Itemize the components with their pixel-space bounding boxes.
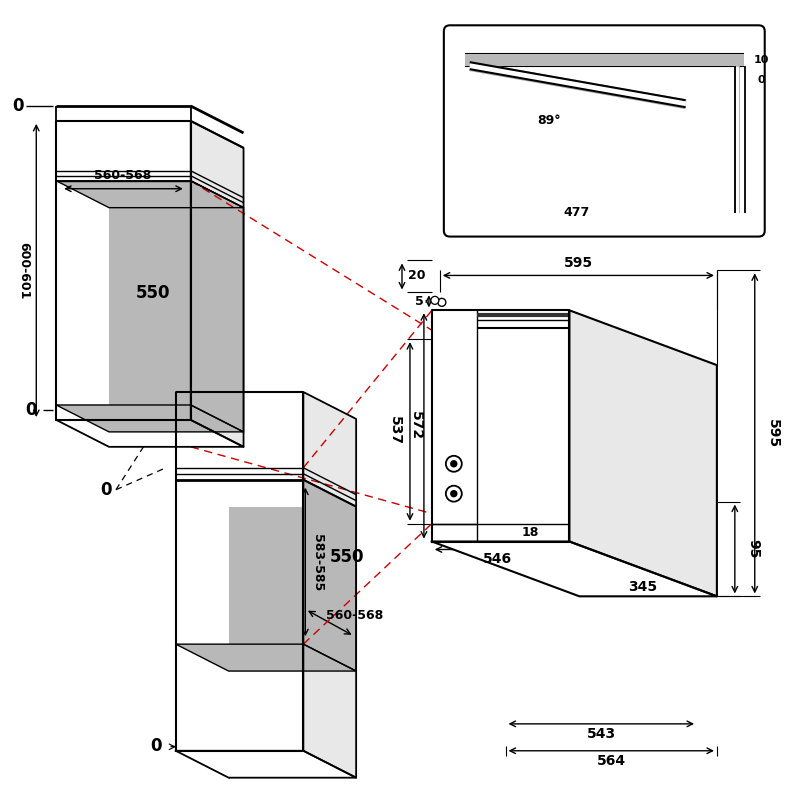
Text: 560-568: 560-568	[94, 170, 151, 182]
Text: 564: 564	[597, 754, 626, 768]
Polygon shape	[432, 310, 570, 542]
Polygon shape	[176, 750, 356, 778]
Text: 572: 572	[409, 411, 423, 441]
Text: 89°: 89°	[538, 114, 562, 127]
Text: 0: 0	[150, 737, 162, 754]
Polygon shape	[56, 420, 243, 447]
Circle shape	[431, 296, 439, 304]
Text: 537: 537	[388, 416, 402, 446]
Text: 595: 595	[564, 257, 593, 270]
Circle shape	[446, 486, 462, 502]
Polygon shape	[56, 181, 243, 208]
Text: 477: 477	[563, 206, 590, 219]
Polygon shape	[56, 405, 243, 432]
Text: 345: 345	[629, 580, 658, 594]
Polygon shape	[56, 121, 190, 420]
Polygon shape	[303, 392, 356, 778]
Text: 600-601: 600-601	[17, 242, 30, 299]
Text: 546: 546	[483, 553, 512, 566]
Polygon shape	[432, 542, 717, 596]
Text: 10: 10	[754, 55, 770, 65]
Text: 0: 0	[13, 97, 24, 115]
Text: 95: 95	[746, 538, 760, 558]
Polygon shape	[176, 644, 356, 671]
Circle shape	[451, 461, 457, 466]
Polygon shape	[176, 392, 303, 750]
Text: 550: 550	[330, 549, 365, 566]
Text: 20: 20	[408, 269, 426, 282]
Text: 543: 543	[586, 727, 616, 741]
Text: 5: 5	[414, 295, 423, 308]
Polygon shape	[229, 506, 356, 671]
Circle shape	[451, 490, 457, 497]
Polygon shape	[109, 208, 243, 432]
Text: 0: 0	[758, 75, 766, 85]
Text: 583-585: 583-585	[310, 534, 324, 591]
Circle shape	[438, 298, 446, 306]
Polygon shape	[465, 54, 744, 66]
Polygon shape	[570, 310, 717, 596]
Text: 18: 18	[522, 526, 539, 539]
Text: 595: 595	[766, 419, 780, 449]
Text: 0: 0	[100, 481, 112, 498]
FancyBboxPatch shape	[444, 26, 765, 237]
Polygon shape	[303, 480, 356, 671]
Circle shape	[446, 456, 462, 472]
Text: 560-568: 560-568	[326, 609, 382, 622]
Polygon shape	[190, 121, 243, 447]
Text: 550: 550	[136, 284, 170, 302]
Text: 0: 0	[26, 401, 37, 419]
Polygon shape	[190, 181, 243, 432]
